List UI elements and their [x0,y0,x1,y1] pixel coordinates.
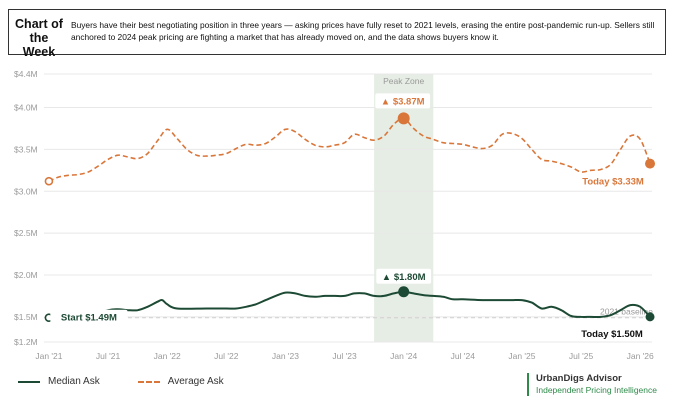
x-tick-label: Jul '24 [451,351,476,361]
x-tick-label: Jan '21 [35,351,62,361]
headline-box: Chart of the Week Buyers have their best… [8,9,666,59]
x-tick-label: Jul '22 [214,351,239,361]
y-tick-label: $3.5M [14,144,38,154]
legend-median: Median Ask [18,376,100,387]
x-tick-label: Jul '23 [332,351,357,361]
x-tick-label: Jan '22 [154,351,181,361]
y-tick-label: $4.4M [14,69,38,79]
legend-average-swatch [137,380,160,383]
average-peak-point [397,112,410,125]
average-end-point [645,158,656,169]
average-end-label-bg [574,173,652,189]
x-tick-label: Jan '26 [627,351,654,361]
legend-median-label: Median Ask [48,376,100,387]
average-start-point [44,176,54,186]
legend: Median Ask Average Ask [18,376,262,387]
median-peak-label-bg [376,268,432,284]
legend-average: Average Ask [137,376,224,387]
legend-average-label: Average Ask [167,376,224,387]
median-peak-label: ▲ $1.80M [382,272,426,283]
x-tick-label: Jan '25 [508,351,535,361]
median-end-label-bg [573,325,651,341]
headline-description: Buyers have their best negotiating posit… [71,20,655,42]
brand-name: UrbanDigs Advisor [536,373,622,384]
y-tick-label: $4.0M [14,103,38,113]
x-tick-label: Jan '24 [390,351,417,361]
legend-median-swatch [18,380,40,383]
y-tick-label: $1.2M [14,337,38,347]
average-peak-label-bg [375,93,431,109]
average-end-label: Today $3.33M [582,177,644,188]
median-start-label-bg [50,309,128,325]
brand-tagline: Independent Pricing Intelligence [536,385,657,395]
average-peak-label: ▲ $3.87M [381,96,425,107]
x-tick-label: Jul '25 [569,351,594,361]
x-tick-label: Jul '21 [96,351,121,361]
median-end-label: Today $1.50M [581,329,643,340]
median-end-point [645,312,655,322]
average-ask-line [48,117,651,182]
brand-block: UrbanDigs Advisor Independent Pricing In… [527,373,657,396]
x-tick-label: Jan '23 [272,351,299,361]
y-tick-label: $2.5M [14,228,38,238]
median-peak-point [398,286,410,298]
chart-of-the-week-tag: Chart of the Week [15,17,63,59]
median-ask-line [48,290,651,319]
median-start-label: Start $1.49M [61,313,117,324]
baseline-label: 2021 baseline [600,307,653,317]
y-tick-label: $1.5M [14,312,38,322]
y-tick-label: $3.0M [14,186,38,196]
peak-zone-label: Peak Zone [383,76,424,86]
y-tick-label: $2.0M [14,270,38,280]
